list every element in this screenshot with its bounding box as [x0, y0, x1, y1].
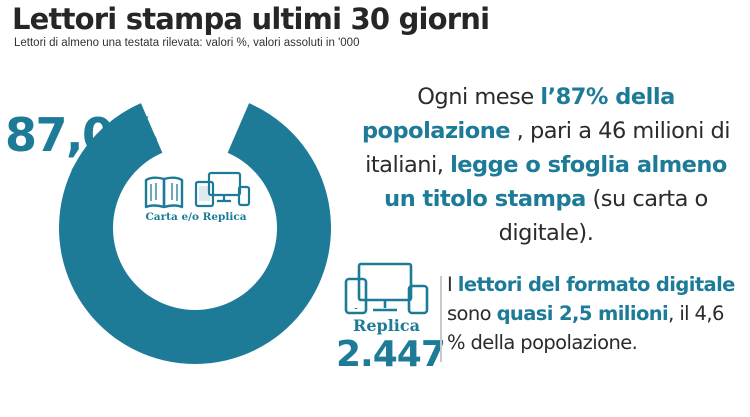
donut-slice-readers: [58, 103, 331, 364]
donut-slice-gap: [140, 91, 250, 153]
tablet-icon: [344, 277, 368, 315]
main-text-part: , pari a 46 milioni di italiani,: [365, 118, 731, 178]
percentage-label: 87,0%: [5, 108, 159, 162]
sub-highlight-2: quasi 2,5 milioni: [496, 302, 669, 325]
sub-text-part: , il 4,6 % della popolazione.: [447, 302, 724, 354]
main-text-part: Ogni mese: [417, 84, 541, 110]
digital-statement: I lettori del formato digitale sono quas…: [447, 270, 747, 357]
main-statement: Ogni mese l’87% della popolazione , pari…: [356, 80, 736, 250]
carta-replica-label: Carta e/o Replica: [145, 211, 247, 223]
separator: [440, 276, 442, 362]
book-icon: [144, 176, 184, 209]
replica-label: Replica: [353, 316, 420, 335]
absolute-value-label: 46.017: [71, 162, 127, 178]
device-icons: [144, 171, 251, 209]
main-highlight-2: legge o sfoglia almeno un titolo stampa: [384, 152, 727, 212]
monitor-icon: [207, 171, 242, 203]
sub-highlight-1: lettori del formato digitale: [457, 273, 736, 296]
page-title: Lettori stampa ultimi 30 giorni: [12, 2, 490, 36]
main-highlight-1: l’87% della popolazione: [361, 84, 675, 144]
monitor-icon: [357, 262, 413, 312]
page-subtitle: Lettori di almeno una testata rilevata: …: [14, 37, 360, 49]
replica-device-icons: [344, 262, 429, 315]
main-text-part: (su carta o digitale).: [498, 186, 709, 246]
replica-value: 2.447: [336, 334, 446, 375]
sub-text-part: I: [447, 273, 458, 296]
phone-icon: [407, 284, 429, 315]
phone-icon: [237, 185, 251, 207]
sub-text-part: sono: [447, 302, 497, 325]
